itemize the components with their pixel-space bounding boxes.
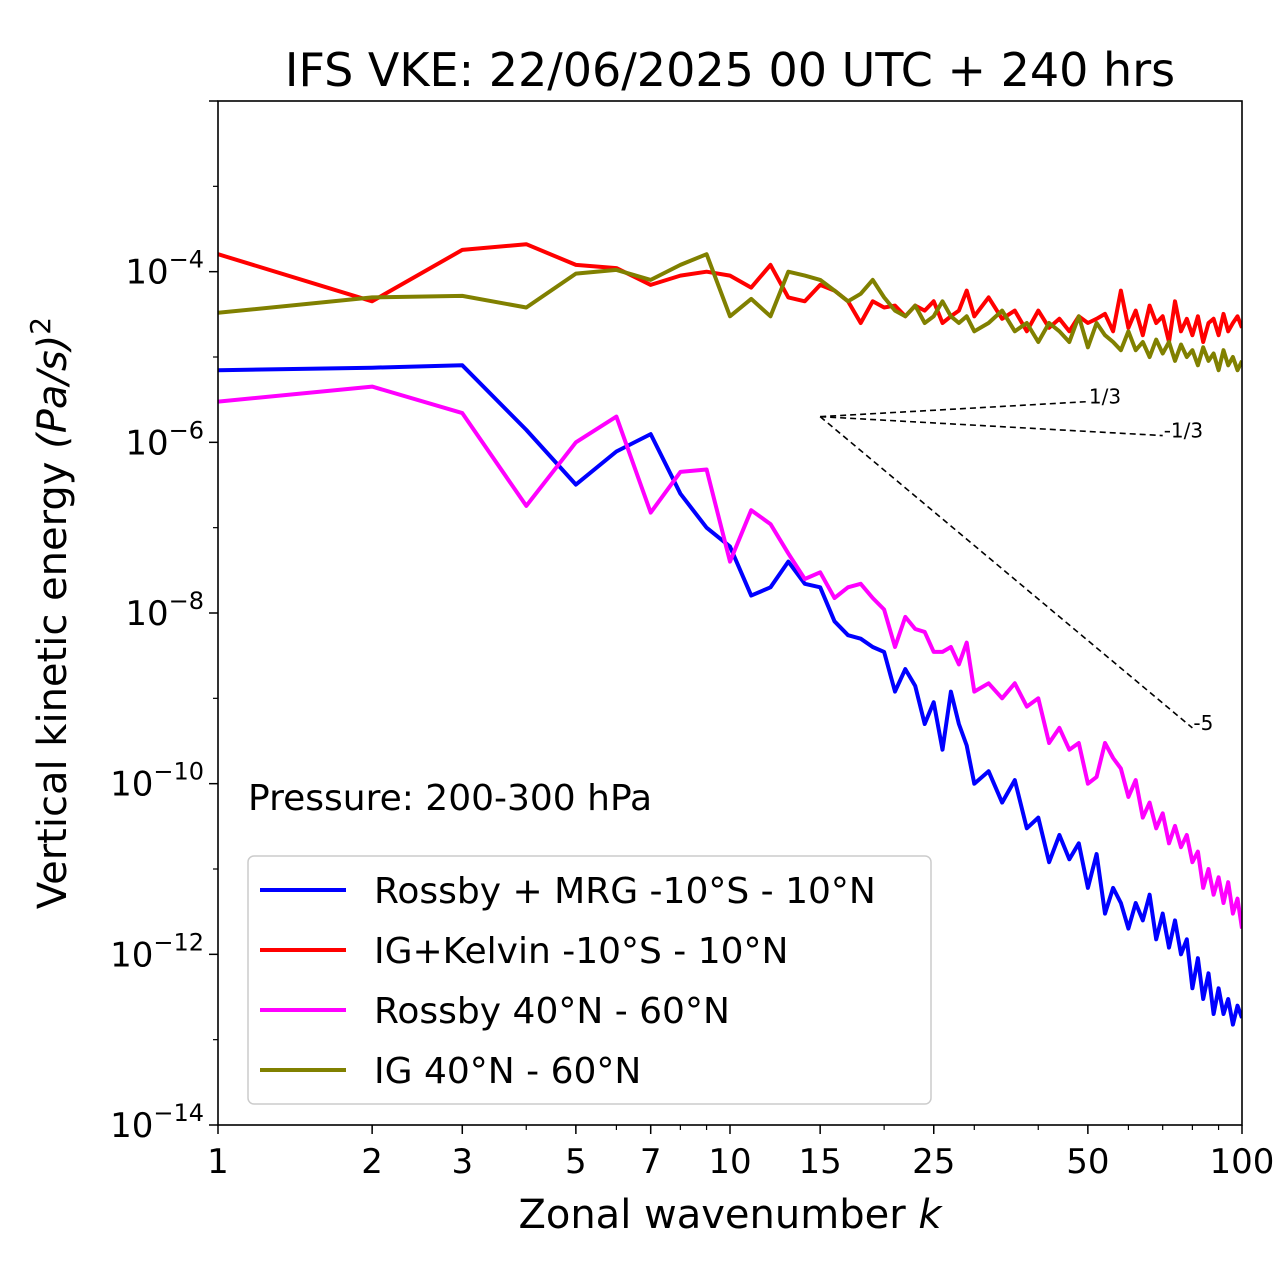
x-tick-label: 100 xyxy=(1210,1142,1275,1182)
y-axis: 10−4 10−6 10−8 10−10 10−12 10−14 xyxy=(110,100,218,1146)
x-tick-label: 3 xyxy=(451,1142,473,1182)
y-tick-label: 10−8 xyxy=(125,587,204,634)
legend-box xyxy=(247,855,932,1105)
y-axis-label: Vertical kinetic energy (Pa/s)2 xyxy=(24,317,76,909)
x-axis-label: Zonal wavenumber k xyxy=(518,1192,943,1238)
series-line xyxy=(218,242,1242,344)
reference-line-label: 1/3 xyxy=(1089,385,1121,409)
y-tick-label: 10−14 xyxy=(110,1099,204,1146)
x-tick-label: 1 xyxy=(207,1142,229,1182)
legend-label: Rossby 40°N - 60°N xyxy=(374,991,730,1032)
y-tick-label: 10−12 xyxy=(110,928,204,975)
series-line xyxy=(218,252,1242,373)
series-line xyxy=(218,363,1242,1027)
x-axis: 1 2 3 5 7 10 15 25 50 100 xyxy=(207,1125,1274,1182)
x-tick-label: 15 xyxy=(799,1142,842,1182)
x-tick-label: 25 xyxy=(912,1142,955,1182)
legend-label: Rossby + MRG -10°S - 10°N xyxy=(374,871,876,912)
x-tick-label: 50 xyxy=(1066,1142,1109,1182)
series-line xyxy=(218,384,1242,929)
legend-items: Rossby + MRG -10°S - 10°N IG+Kelvin -10°S… xyxy=(260,871,876,1092)
y-tick-label: 10−10 xyxy=(110,758,204,805)
reference-line xyxy=(819,416,1193,729)
reference-line xyxy=(820,400,1088,418)
legend-label: IG+Kelvin -10°S - 10°N xyxy=(374,931,788,972)
reference-line-label: -1/3 xyxy=(1164,419,1203,443)
legend-label: IG 40°N - 60°N xyxy=(374,1051,641,1092)
x-tick-label: 5 xyxy=(565,1142,587,1182)
y-tick-label: 10−6 xyxy=(125,416,204,463)
legend: Rossby + MRG -10°S - 10°N IG+Kelvin -10°S… xyxy=(247,855,932,1105)
x-tick-label: 10 xyxy=(708,1142,751,1182)
x-tick-label: 2 xyxy=(361,1142,383,1182)
pressure-annotation: Pressure: 200-300 hPa xyxy=(248,778,652,819)
reference-labels: 1/3 -1/3 -5 xyxy=(1089,385,1213,735)
reference-line-label: -5 xyxy=(1193,711,1213,735)
series-layer xyxy=(218,242,1242,1027)
reference-lines xyxy=(819,400,1193,729)
chart-title: IFS VKE: 22/06/2025 00 UTC + 240 hrs xyxy=(285,43,1175,97)
reference-line xyxy=(820,415,1163,437)
y-tick-label: 10−4 xyxy=(125,246,204,293)
x-tick-label: 7 xyxy=(640,1142,662,1182)
